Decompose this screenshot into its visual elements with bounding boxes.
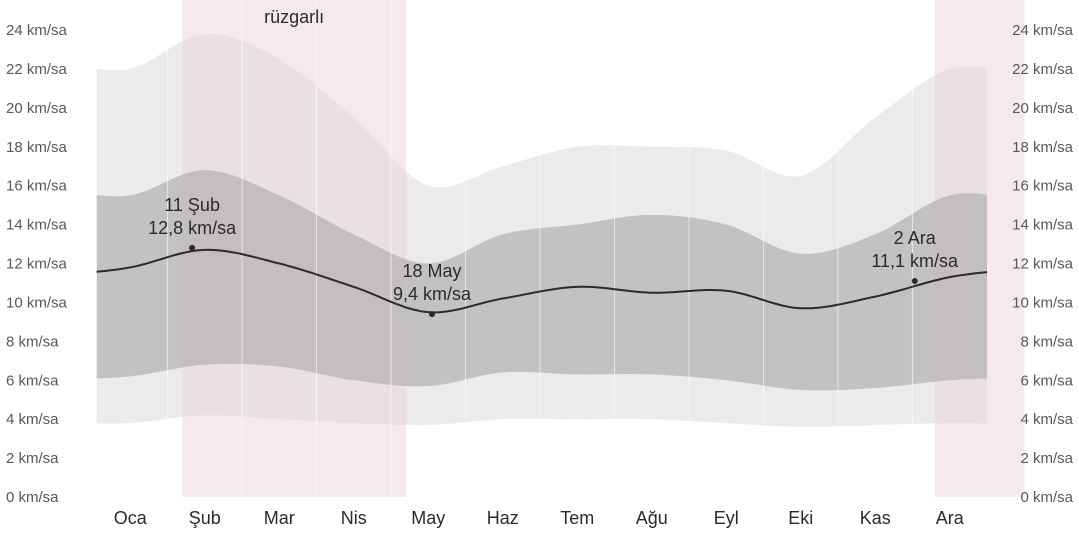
annotation-date-1: 11 Şub: [164, 195, 220, 215]
y-tick-left-3: 6 km/sa: [6, 372, 59, 389]
month-label-8: Ağu: [636, 508, 668, 528]
y-tick-right-4: 8 km/sa: [1020, 333, 1073, 350]
month-label-7: Tem: [560, 508, 594, 528]
y-tick-right-2: 4 km/sa: [1020, 411, 1073, 428]
annotation-value-2: 9,4 km/sa: [393, 284, 472, 304]
annotation-marker-2: [429, 311, 435, 318]
month-label-6: Haz: [487, 508, 519, 528]
annotation-value-3: 11,1 km/sa: [871, 251, 959, 271]
y-tick-left-7: 14 km/sa: [6, 217, 68, 234]
month-label-9: Eyl: [714, 508, 739, 528]
y-tick-left-2: 4 km/sa: [6, 411, 59, 428]
month-label-5: May: [411, 508, 445, 528]
annotations: 11 Şub 12,8 km/sa 18 May 9,4 km/sa 2 Ara 11,1…: [148, 195, 959, 318]
y-tick-left-8: 16 km/sa: [6, 178, 68, 195]
y-axis-right: 0 km/sa 2 km/sa 4 km/sa 6 km/sa 8 km/sa 10 km…: [1012, 22, 1074, 506]
annotation-marker-1: [189, 244, 196, 251]
y-tick-right-1: 2 km/sa: [1020, 450, 1073, 467]
x-axis-months: Oca Şub Mar Nis May Haz Tem Ağu Eyl Eki Kas Ara: [114, 508, 965, 528]
y-tick-left-9: 18 km/sa: [6, 139, 68, 156]
y-tick-left-12: 24 km/sa: [6, 22, 68, 39]
y-tick-left-4: 8 km/sa: [6, 333, 59, 350]
y-tick-right-9: 18 km/sa: [1012, 139, 1074, 156]
annotation-marker-3: [911, 278, 918, 284]
month-label-11: Kas: [860, 508, 891, 528]
y-tick-left-11: 22 km/sa: [6, 61, 68, 78]
y-tick-right-5: 10 km/sa: [1012, 294, 1074, 311]
y-tick-right-3: 6 km/sa: [1020, 372, 1073, 389]
annotation-date-3: 2 Ara: [894, 228, 937, 248]
y-axis-left: 0 km/sa 2 km/sa 4 km/sa 6 km/sa 8 km/sa 10 km…: [6, 22, 68, 506]
y-tick-right-6: 12 km/sa: [1012, 256, 1074, 273]
y-tick-left-1: 2 km/sa: [6, 450, 59, 467]
y-tick-right-7: 14 km/sa: [1012, 217, 1074, 234]
month-label-3: Mar: [264, 508, 295, 528]
y-tick-right-10: 20 km/sa: [1012, 100, 1074, 117]
y-tick-right-12: 24 km/sa: [1012, 22, 1074, 39]
month-label-4: Nis: [341, 508, 367, 528]
y-tick-left-0: 0 km/sa: [6, 489, 59, 506]
y-tick-left-6: 12 km/sa: [6, 256, 68, 273]
y-tick-left-5: 10 km/sa: [6, 294, 68, 311]
band-25-75-percentile: [96, 170, 987, 391]
month-label-2: Şub: [189, 508, 221, 528]
month-label-10: Eki: [788, 508, 813, 528]
y-tick-left-10: 20 km/sa: [6, 100, 68, 117]
season-label: rüzgarlı: [264, 7, 324, 27]
month-label-12: Ara: [936, 508, 965, 528]
annotation-date-2: 18 May: [402, 261, 461, 281]
y-tick-right-8: 16 km/sa: [1012, 178, 1074, 195]
annotation-value-1: 12,8 km/sa: [148, 218, 237, 238]
month-label-1: Oca: [114, 508, 148, 528]
y-tick-right-11: 22 km/sa: [1012, 61, 1074, 78]
month-gridlines: [166, 0, 914, 497]
y-tick-right-0: 0 km/sa: [1020, 489, 1073, 506]
average-wind-speed-line: [96, 248, 988, 314]
